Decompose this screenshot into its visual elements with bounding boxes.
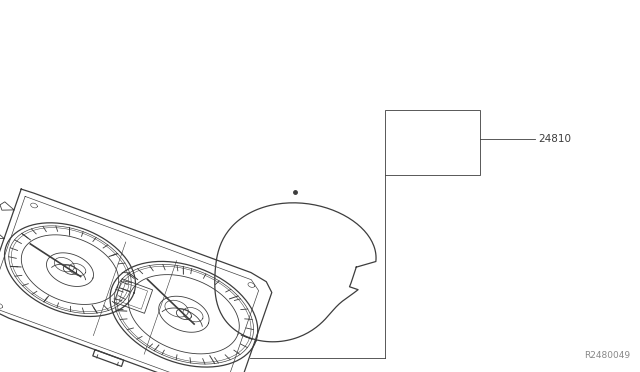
Text: R2480049: R2480049 — [584, 351, 630, 360]
Bar — [385, 110, 480, 175]
Text: 24810: 24810 — [538, 134, 571, 144]
